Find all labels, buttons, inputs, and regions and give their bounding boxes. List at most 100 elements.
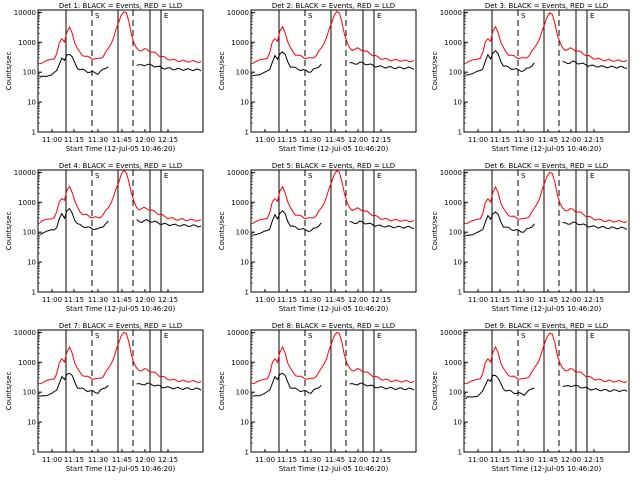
panel-svg: Det 7: BLACK = Events, RED = LLD 1 10 100 10… <box>5 322 204 473</box>
x-tick-label: 12:00 <box>561 296 581 304</box>
y-tick-label: 10000 <box>440 9 462 17</box>
plot-frame <box>37 329 204 453</box>
y-tick-label: 1 <box>458 289 462 297</box>
panel-svg: Det 8: BLACK = Events, RED = LLD 1 10 100 10… <box>218 322 417 473</box>
x-axis-label: Start Time (12-Jul-05 10:46:20) <box>279 465 389 473</box>
x-tick-label: 11:30 <box>301 136 321 144</box>
y-tick-label: 1 <box>32 289 36 297</box>
panel-title: Det 3: BLACK = Events, RED = LLD <box>485 2 608 10</box>
time-marker-label: E <box>377 332 381 340</box>
time-marker-label: S <box>95 332 100 340</box>
x-axis-label: Start Time (12-Jul-05 10:46:20) <box>279 145 389 153</box>
y-tick-label: 10 <box>240 419 249 427</box>
detector-panel-2: Det 2: BLACK = Events, RED = LLD 1 10 100 10… <box>213 0 426 160</box>
x-tick-label: 11:45 <box>538 296 558 304</box>
y-tick-label: 100 <box>23 389 36 397</box>
x-tick-label: 11:00 <box>468 296 488 304</box>
events-series-line <box>465 374 628 400</box>
time-marker-label: E <box>164 172 168 180</box>
time-marker-label: E <box>590 172 594 180</box>
y-tick-label: 1 <box>32 449 36 457</box>
x-axis-label: Start Time (12-Jul-05 10:46:20) <box>66 305 176 313</box>
x-tick-label: 12:15 <box>158 136 178 144</box>
panel-title: Det 1: BLACK = Events, RED = LLD <box>59 2 182 10</box>
x-tick-label: 12:00 <box>561 136 581 144</box>
detector-panel-1: Det 1: BLACK = Events, RED = LLD 1 10 100 10… <box>0 0 213 160</box>
lld-series-line <box>252 170 415 224</box>
time-marker-label: S <box>95 12 100 20</box>
x-tick-label: 12:15 <box>584 136 604 144</box>
y-axis-label: Counts/sec <box>218 372 226 411</box>
plot-frame <box>463 169 630 293</box>
x-tick-label: 11:00 <box>255 296 275 304</box>
events-series-line <box>39 207 202 235</box>
y-axis-label: Counts/sec <box>431 52 439 91</box>
events-series-line <box>252 372 415 397</box>
x-tick-label: 11:00 <box>255 136 275 144</box>
y-tick-label: 10 <box>453 259 462 267</box>
detector-panel-4: Det 4: BLACK = Events, RED = LLD 1 10 100 10… <box>0 160 213 320</box>
detector-panel-9: Det 9: BLACK = Events, RED = LLD 1 10 100 10… <box>426 320 639 480</box>
x-tick-label: 12:00 <box>135 456 155 464</box>
y-axis-label: Counts/sec <box>431 372 439 411</box>
y-tick-label: 100 <box>23 229 36 237</box>
panel-svg: Det 5: BLACK = Events, RED = LLD 1 10 100 10… <box>218 162 417 313</box>
x-axis-label: Start Time (12-Jul-05 10:46:20) <box>492 465 602 473</box>
lld-series-line <box>252 331 415 385</box>
time-marker-label: S <box>95 172 100 180</box>
events-series-line <box>465 49 628 76</box>
x-tick-label: 12:00 <box>348 296 368 304</box>
y-tick-label: 10000 <box>14 169 36 177</box>
y-tick-label: 1 <box>458 449 462 457</box>
x-tick-label: 12:00 <box>348 136 368 144</box>
x-tick-label: 11:15 <box>490 456 510 464</box>
x-tick-label: 11:30 <box>301 296 321 304</box>
plot-frame <box>37 169 204 293</box>
x-axis-label: Start Time (12-Jul-05 10:46:20) <box>66 465 176 473</box>
y-axis-label: Counts/sec <box>5 52 13 91</box>
time-marker-label: S <box>521 12 526 20</box>
x-tick-label: 12:15 <box>371 136 391 144</box>
lld-series-line <box>465 332 628 385</box>
x-tick-label: 11:30 <box>514 296 534 304</box>
x-tick-label: 11:30 <box>88 296 108 304</box>
y-tick-label: 10 <box>27 259 36 267</box>
x-tick-label: 11:30 <box>301 456 321 464</box>
y-axis-label: Counts/sec <box>218 52 226 91</box>
x-tick-label: 11:45 <box>112 296 132 304</box>
x-tick-label: 11:15 <box>277 136 297 144</box>
y-tick-label: 1000 <box>231 39 249 47</box>
x-tick-label: 11:15 <box>64 456 84 464</box>
time-marker-label: E <box>164 332 168 340</box>
panel-svg: Det 4: BLACK = Events, RED = LLD 1 10 100 10… <box>5 162 204 313</box>
x-tick-label: 11:45 <box>538 456 558 464</box>
panel-svg: Det 6: BLACK = Events, RED = LLD 1 10 100 10… <box>431 162 630 313</box>
x-tick-label: 11:15 <box>277 296 297 304</box>
detector-panel-3: Det 3: BLACK = Events, RED = LLD 1 10 100 10… <box>426 0 639 160</box>
x-axis-label: Start Time (12-Jul-05 10:46:20) <box>492 145 602 153</box>
panel-svg: Det 9: BLACK = Events, RED = LLD 1 10 100 10… <box>431 322 630 473</box>
x-tick-label: 11:15 <box>490 136 510 144</box>
y-tick-label: 100 <box>236 229 249 237</box>
x-tick-label: 12:15 <box>158 296 178 304</box>
y-axis-label: Counts/sec <box>431 212 439 251</box>
y-tick-label: 10000 <box>227 329 249 337</box>
x-tick-label: 11:30 <box>514 136 534 144</box>
events-series-line <box>465 211 628 236</box>
events-series-line <box>39 53 202 78</box>
panel-title: Det 4: BLACK = Events, RED = LLD <box>59 162 182 170</box>
y-tick-label: 10 <box>27 99 36 107</box>
x-tick-label: 11:45 <box>325 136 345 144</box>
x-tick-label: 11:00 <box>255 456 275 464</box>
x-tick-label: 12:15 <box>371 456 391 464</box>
plot-frame <box>250 169 417 293</box>
y-tick-label: 100 <box>236 69 249 77</box>
events-series-line <box>252 51 415 76</box>
events-series-line <box>252 209 415 236</box>
y-tick-label: 10000 <box>14 329 36 337</box>
x-tick-label: 12:15 <box>584 296 604 304</box>
detector-panel-8: Det 8: BLACK = Events, RED = LLD 1 10 100 10… <box>213 320 426 480</box>
lld-series-line <box>465 12 628 64</box>
plot-frame <box>37 9 204 133</box>
panel-title: Det 6: BLACK = Events, RED = LLD <box>485 162 608 170</box>
